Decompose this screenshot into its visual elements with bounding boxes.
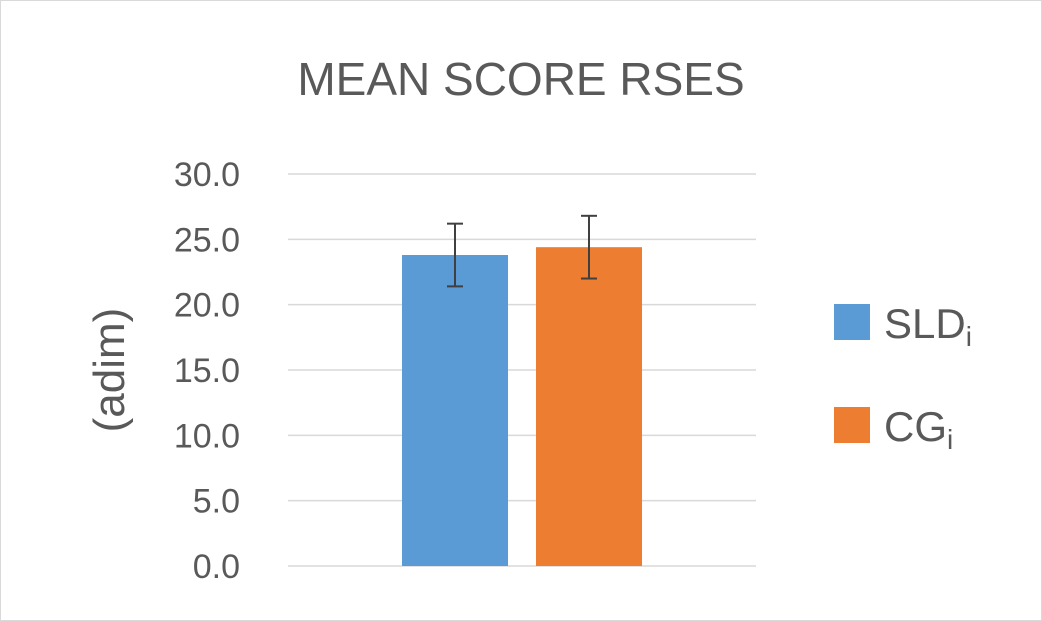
y-tick-label: 25.0 bbox=[174, 221, 240, 259]
legend-swatch-sld bbox=[834, 304, 870, 340]
legend-label-subscript: i bbox=[947, 424, 953, 455]
y-tick-label: 30.0 bbox=[174, 156, 240, 194]
y-axis-label: (adim) bbox=[85, 308, 134, 433]
error-bars bbox=[447, 214, 597, 288]
legend-swatch-cg bbox=[834, 407, 870, 443]
y-tick-label: 15.0 bbox=[174, 352, 240, 390]
bar-sld bbox=[402, 255, 508, 566]
legend-label-main: CG bbox=[884, 403, 947, 450]
y-axis-ticks: 0.0 5.0 10.0 15.0 20.0 25.0 30.0 bbox=[174, 156, 240, 586]
legend-label-sld: SLDi bbox=[884, 300, 972, 352]
bars bbox=[402, 247, 642, 566]
bar-cg bbox=[536, 247, 642, 566]
chart-title: MEAN SCORE RSES bbox=[297, 53, 744, 105]
gridlines bbox=[288, 173, 756, 567]
y-tick-label: 10.0 bbox=[174, 417, 240, 455]
legend-label-cg: CGi bbox=[884, 403, 953, 455]
y-tick-label: 5.0 bbox=[193, 483, 240, 521]
legend-label-main: SLD bbox=[884, 300, 966, 347]
legend-label-subscript: i bbox=[966, 321, 972, 352]
y-tick-label: 20.0 bbox=[174, 287, 240, 325]
y-tick-label: 0.0 bbox=[193, 548, 240, 586]
